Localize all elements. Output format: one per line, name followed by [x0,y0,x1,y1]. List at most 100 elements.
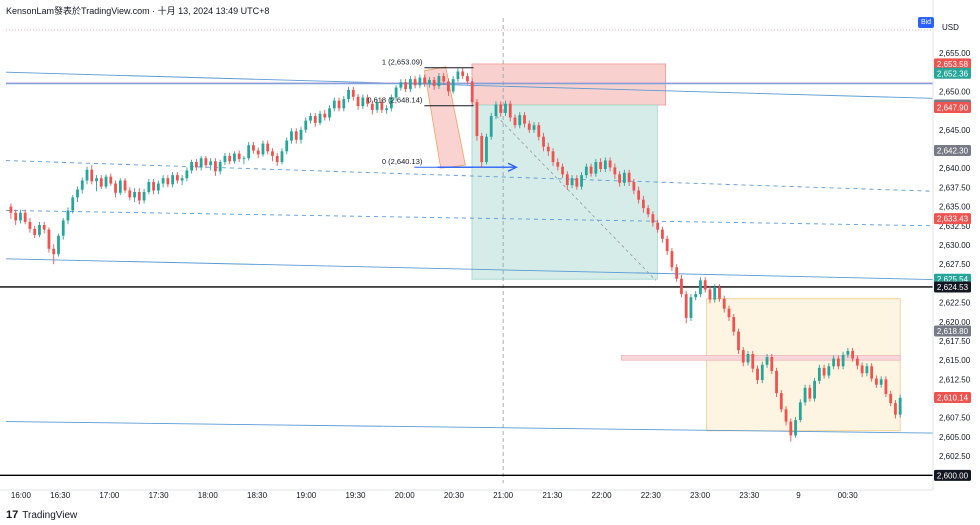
candle-body [280,151,284,163]
candle-body [190,162,194,171]
candle-body [561,166,564,175]
candle-body [242,158,246,160]
candle-body [256,150,260,155]
candle-body [794,420,797,436]
candle-body [713,287,717,300]
price-label-badge [934,58,971,70]
currency-label[interactable]: USD [942,23,959,32]
candle-body [408,79,412,90]
candle-body [447,81,450,92]
candle-body [175,175,179,181]
candle-body [85,169,89,181]
candle-body [66,210,70,221]
candle-body [485,136,488,163]
candle-body [646,208,650,215]
candle-body [38,225,41,236]
candle-body [594,162,598,174]
candle-body [418,77,422,86]
candle-body [80,180,84,190]
price-label-text: 2,642.30 [937,147,969,156]
price-tick-label: 2,612.50 [939,375,971,384]
price-tick-label: 2,615.00 [939,356,971,365]
candle-body [233,153,236,162]
price-tick-label: 2,650.00 [939,87,971,96]
candle-body [247,145,251,159]
candle-body [466,76,469,82]
candle-body [813,380,816,399]
tradingview-logo-icon: 17 [6,509,19,521]
projection-line [496,115,657,281]
price-tick-label: 2,602.50 [939,452,971,461]
time-tick-label: 20:30 [444,491,465,500]
candle-body [309,115,312,121]
time-tick-label: 22:00 [592,491,613,500]
candle-body [285,140,289,152]
time-tick-label: 9 [796,491,801,500]
time-tick-label: 20:00 [395,491,416,500]
candle-body [546,146,550,152]
candle-body [404,82,408,90]
candle-body [703,280,707,290]
candle-body [156,183,160,191]
fib-level-label: 1 (2,653.09) [382,58,423,67]
candle-body [832,358,836,367]
candle-body [76,189,79,198]
candle-body [570,178,574,186]
candle-body [684,294,688,318]
candle-body [746,354,750,363]
candle-body [442,76,446,82]
candle-body [294,131,298,140]
candle-body [104,176,108,187]
candle-body [470,81,474,103]
candle-body [461,71,465,77]
candle-body [775,370,778,394]
price-tick-label: 2,605.00 [939,433,971,442]
candle-body [47,229,51,249]
candle-body [380,102,384,110]
candle-body [194,162,198,168]
candle-body [266,143,270,152]
candle-body [551,151,555,163]
time-tick-label: 23:30 [739,491,760,500]
candle-body [209,161,213,166]
candle-body [133,192,136,198]
candle-body [218,162,222,172]
price-label-text: 2,610.14 [937,393,969,402]
candle-body [370,103,374,110]
candle-body [323,113,327,118]
time-tick-label: 18:30 [247,491,268,500]
candle-body [760,364,764,381]
price-label-text: 2,618.80 [937,327,969,336]
candle-body [718,287,721,299]
price-label-text: 2,600.00 [937,471,969,480]
candle-body [375,102,379,110]
trendline [5,209,934,227]
candle-body [651,214,655,223]
candle-body [475,102,479,136]
candle-body [299,129,303,140]
candle-body [28,221,32,229]
candle-body [689,297,693,318]
candle-body [846,350,850,355]
price-tick-label: 2,637.50 [939,183,971,192]
time-axis: 16:00 16:30 17:00 17:30 18:00 18:30 19:00 19:30… [0,489,933,500]
candle-body [504,103,507,113]
time-tick-label: 22:30 [641,491,662,500]
bid-badge[interactable]: Bid [918,17,934,28]
candle-body [109,176,113,184]
time-tick-label: 19:00 [296,491,317,500]
candle-body [722,298,726,309]
price-label-text: 2,624.53 [937,283,969,292]
candle-body [898,397,902,415]
price-label-badge [934,391,971,403]
price-tick-label: 2,627.50 [939,260,971,269]
candle-body [161,178,165,184]
candle-body [622,172,626,183]
candle-body [185,170,189,179]
candle-body [627,172,631,183]
candle-body [680,278,683,295]
candle-body [52,248,56,255]
candle-body [808,387,812,399]
candle-body [851,350,855,359]
